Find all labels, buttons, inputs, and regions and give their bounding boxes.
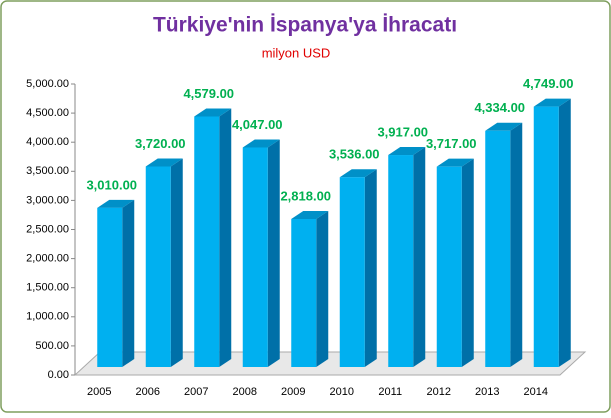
bar — [291, 218, 317, 367]
data-label: 3,536.00 — [329, 147, 380, 162]
bar-side — [413, 147, 426, 367]
bar-side — [267, 139, 280, 367]
y-tick-label: 4,500.00 — [26, 107, 69, 119]
x-tick-label: 2007 — [184, 386, 208, 398]
bar-side — [170, 158, 183, 367]
x-tick-label: 2010 — [330, 386, 354, 398]
data-label: 3,917.00 — [377, 124, 428, 139]
y-tick-label: 2,500.00 — [26, 223, 69, 235]
chart-title: Türkiye'nin İspanya'ya İhracatı — [153, 14, 457, 37]
data-label: 2,818.00 — [280, 188, 331, 203]
y-tick-label: 3,500.00 — [26, 165, 69, 177]
bar-top — [242, 139, 280, 148]
bar-top — [97, 199, 135, 208]
bar-top — [485, 122, 523, 131]
y-tick-label: 3,000.00 — [26, 194, 69, 206]
bar-top — [145, 158, 183, 167]
data-label: 3,720.00 — [135, 136, 186, 151]
bar-top — [291, 210, 329, 219]
bar-top — [436, 158, 474, 167]
y-tick-label: 500.00 — [35, 340, 69, 352]
data-label: 4,579.00 — [183, 86, 234, 101]
bar-top — [533, 98, 571, 107]
bar — [436, 166, 462, 367]
bar — [97, 207, 123, 367]
y-tick-label: 0.00 — [48, 369, 69, 381]
x-tick-label: 2013 — [475, 386, 499, 398]
bar-side — [510, 122, 523, 367]
bar — [194, 116, 220, 367]
bar — [145, 166, 171, 367]
bar-side — [316, 210, 329, 367]
bar-side — [558, 98, 571, 367]
bar-top — [194, 108, 232, 117]
bar — [533, 106, 559, 367]
bar-side — [122, 199, 135, 367]
bar — [242, 147, 268, 367]
bar — [485, 130, 511, 367]
data-label: 3,717.00 — [426, 136, 477, 151]
x-tick-label: 2012 — [427, 386, 451, 398]
data-label: 4,334.00 — [474, 100, 525, 115]
bar — [388, 155, 414, 367]
bar-top — [339, 169, 377, 178]
x-tick-label: 2009 — [281, 386, 305, 398]
data-label: 4,749.00 — [523, 76, 574, 91]
data-label: 3,010.00 — [86, 177, 137, 192]
bar-top — [388, 147, 426, 156]
y-tick-label: 2,000.00 — [26, 253, 69, 265]
y-tick-label: 5,000.00 — [26, 78, 69, 90]
y-tick-label: 1,500.00 — [26, 282, 69, 294]
data-label: 4,047.00 — [232, 117, 283, 132]
x-tick-label: 2006 — [136, 386, 160, 398]
x-tick-label: 2005 — [87, 386, 111, 398]
y-tick-label: 1,000.00 — [26, 311, 69, 323]
bar — [339, 177, 365, 367]
x-tick-label: 2011 — [378, 386, 402, 398]
x-tick-label: 2014 — [524, 386, 548, 398]
bar-side — [461, 158, 474, 367]
chart-subtitle: milyon USD — [262, 45, 331, 60]
x-tick-label: 2008 — [233, 386, 257, 398]
y-tick-label: 4,000.00 — [26, 136, 69, 148]
bar-side — [219, 108, 232, 367]
bar-side — [364, 169, 377, 367]
